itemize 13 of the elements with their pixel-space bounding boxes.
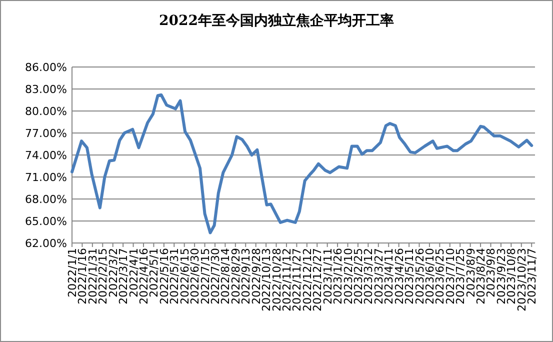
y-tick-label: 62.00% — [25, 237, 67, 250]
y-tick-label: 65.00% — [25, 215, 67, 228]
y-tick-label: 71.00% — [25, 171, 67, 184]
y-tick-label: 86.00% — [25, 61, 67, 74]
y-tick-label: 80.00% — [25, 105, 67, 118]
y-tick-label: 68.00% — [25, 193, 67, 206]
y-tick-label: 83.00% — [25, 83, 67, 96]
x-tick-label: 2023/11/7 — [526, 248, 539, 304]
y-tick-label: 74.00% — [25, 149, 67, 162]
line-series — [70, 93, 534, 234]
x-tick-label: 2022/1/1 — [66, 248, 79, 298]
chart-title: 2022年至今国内独立焦企平均开工率 — [159, 12, 394, 29]
y-tick-label: 77.00% — [25, 127, 67, 140]
